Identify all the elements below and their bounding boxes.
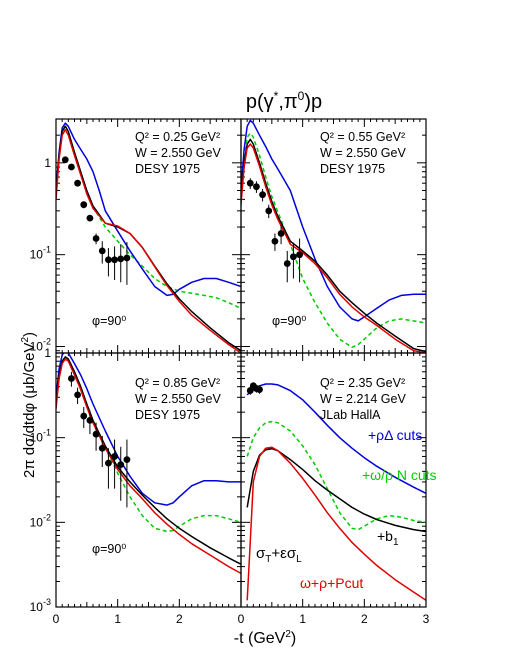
data-point <box>246 179 254 187</box>
chart-panels: Q² = 0.25 GeV² W = 2.550 GeV DESY 1975 φ=90… <box>30 118 430 626</box>
x-tick-label: 1 <box>299 612 306 626</box>
data-points-bottom-left <box>68 371 131 508</box>
data-point <box>123 254 131 262</box>
data-point <box>253 183 260 191</box>
panel-info-line: Q² = 2.35 GeV² <box>320 376 405 390</box>
y-tick-label: 1 <box>44 346 51 360</box>
y-tick-label: 10-2 <box>30 512 51 529</box>
series-line-red <box>56 358 241 574</box>
series-line-black <box>241 138 426 353</box>
panel-bottom-left: Q² = 0.85 GeV² W = 2.550 GeV DESY 1975 φ=90… <box>30 346 242 626</box>
data-point <box>105 256 112 264</box>
series-line-green <box>246 420 426 531</box>
data-point <box>123 456 131 464</box>
y-tick-label: 10-2 <box>30 337 51 354</box>
x-tick-label: 2 <box>361 612 368 626</box>
series-line-red <box>241 143 426 353</box>
legend-green: +ω/ρ N cuts <box>362 467 437 483</box>
data-point <box>61 156 69 164</box>
data-point <box>259 191 266 199</box>
curves-top-right <box>241 119 426 353</box>
x-tick-label: 0 <box>238 612 245 626</box>
data-point <box>117 255 125 263</box>
panel-info-line: JLab HallA <box>320 408 381 422</box>
data-point <box>111 256 118 264</box>
data-points-top-left <box>61 156 131 285</box>
data-point <box>283 260 291 267</box>
data-point <box>277 230 285 237</box>
curves-bottom-left <box>56 353 241 574</box>
data-point <box>271 237 279 245</box>
data-point <box>92 430 100 438</box>
panel-info-line: W = 2.550 GeV <box>135 392 221 406</box>
legend-blue: +ρΔ cuts <box>368 427 422 443</box>
data-point <box>117 461 125 469</box>
data-point <box>98 444 106 452</box>
y-tick-label: 10-1 <box>30 245 51 262</box>
data-point <box>105 459 112 467</box>
legend-black: +b1 <box>377 528 399 548</box>
panel-info-line: Q² = 0.25 GeV² <box>135 130 220 144</box>
phi-label: φ=90⁰ <box>272 314 306 328</box>
panel-info-line: DESY 1975 <box>135 408 200 422</box>
data-point <box>290 253 297 261</box>
data-point <box>68 375 75 382</box>
series-line-blue <box>246 383 426 494</box>
legend-sigma: σT+εσL <box>256 545 302 565</box>
series-line-red <box>246 446 426 601</box>
legend-red: ω+ρ+Pcut <box>300 575 363 591</box>
panel-info-line: Q² = 0.85 GeV² <box>135 376 220 390</box>
series-line-blue <box>56 353 241 506</box>
panel-info-line: W = 2.550 GeV <box>320 146 406 160</box>
axis-ticks-bottom-left <box>55 352 242 608</box>
y-axis-label: 2π dσ/dtdφ (μb/GeV2) <box>20 332 38 478</box>
data-point <box>256 386 263 393</box>
data-point <box>80 201 88 209</box>
data-point <box>111 453 118 460</box>
data-point <box>92 235 100 242</box>
panel-top-left: Q² = 0.25 GeV² W = 2.550 GeV DESY 1975 φ=90… <box>30 118 242 354</box>
data-point <box>74 391 81 399</box>
series-line-green <box>241 132 426 349</box>
panel-bottom-right: Q² = 2.35 GeV² W = 2.214 GeV JLab HallA 0 1 2… <box>238 352 430 626</box>
x-tick-label: 0 <box>53 612 60 626</box>
panel-info-line: DESY 1975 <box>135 162 200 176</box>
data-point <box>74 179 81 187</box>
panel-info-line: DESY 1975 <box>320 162 385 176</box>
series-line-blue <box>56 122 241 297</box>
data-points-top-right <box>246 178 303 283</box>
data-point <box>86 214 94 222</box>
data-point <box>68 163 75 171</box>
x-tick-label: 1 <box>114 612 121 626</box>
phi-label: φ=90⁰ <box>92 314 126 328</box>
data-point <box>296 251 303 259</box>
panel-frame <box>240 352 427 608</box>
series-line-red <box>56 128 241 353</box>
panel-info-line: W = 2.550 GeV <box>135 146 221 160</box>
chart-title: p(γ*,π0)p <box>246 89 322 113</box>
data-point <box>265 207 273 215</box>
data-point <box>98 247 106 255</box>
phi-label: φ=90⁰ <box>92 542 126 556</box>
panel-info-line: Q² = 0.55 GeV² <box>320 130 405 144</box>
x-axis-label: -t (GeV2) <box>234 629 296 647</box>
panel-info-line: W = 2.214 GeV <box>320 392 406 406</box>
series-line-blue <box>241 119 426 322</box>
curves-top-left <box>56 122 241 353</box>
y-tick-label: 10-1 <box>30 428 51 445</box>
data-points-bottom-right <box>246 382 263 395</box>
y-tick-label: 1 <box>44 156 51 170</box>
legend: +ρΔ cuts +ω/ρ N cuts +b1 σT+εσL ω+ρ+Pcut <box>256 427 437 591</box>
x-tick-label: 3 <box>423 612 430 626</box>
data-point <box>80 412 88 420</box>
y-tick-label: 10-3 <box>30 597 51 614</box>
curves-bottom-right <box>246 383 426 601</box>
data-point <box>86 416 94 424</box>
x-tick-label: 2 <box>176 612 183 626</box>
